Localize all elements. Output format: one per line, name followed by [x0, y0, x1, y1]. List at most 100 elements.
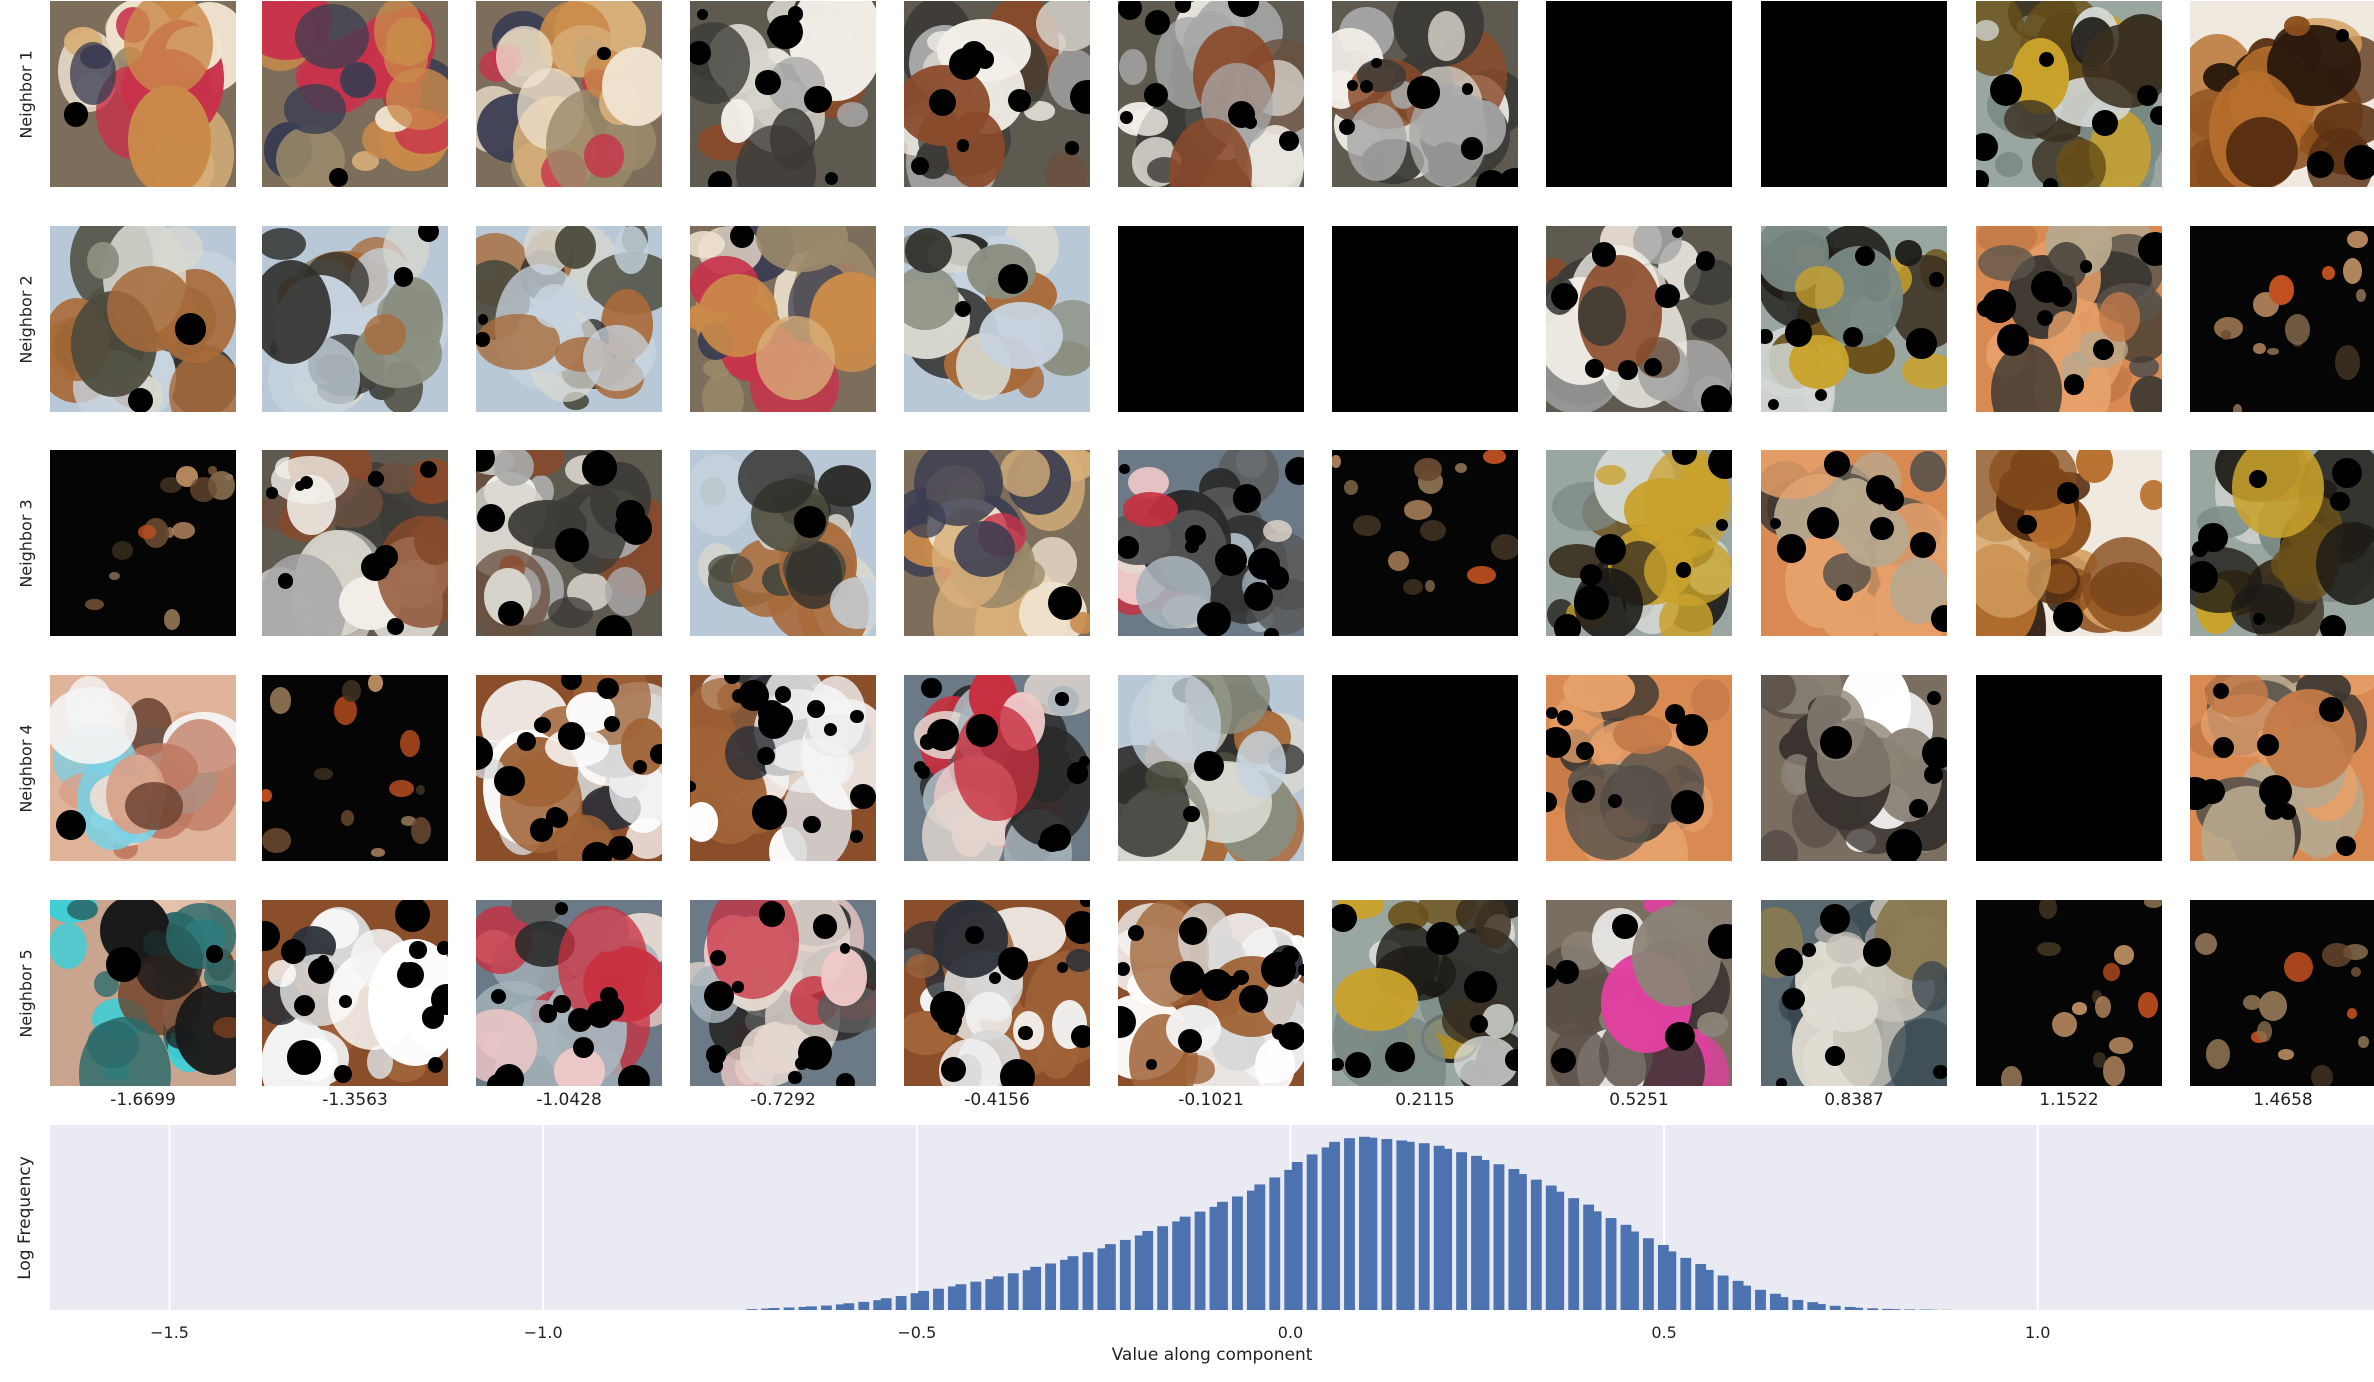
- histogram-bar: [1478, 1160, 1490, 1310]
- histogram-bar: [1471, 1155, 1482, 1310]
- neighbor-image: [690, 450, 876, 636]
- neighbor-image: [904, 226, 1090, 412]
- histogram-bar: [1030, 1266, 1042, 1310]
- neighbor-image: [1976, 226, 2162, 412]
- histogram-bar: [1829, 1305, 1841, 1310]
- histogram-bar: [1568, 1198, 1580, 1310]
- histogram-bar: [880, 1298, 892, 1310]
- neighbor-image: [1118, 450, 1304, 636]
- histogram-bar: [1777, 1297, 1789, 1310]
- column-value-label: -0.1021: [1178, 1090, 1244, 1110]
- histogram-bar: [1045, 1263, 1057, 1310]
- neighbor-image: [1546, 226, 1732, 412]
- neighbor-image: [1332, 450, 1518, 636]
- histogram-bar: [1605, 1218, 1617, 1310]
- neighbor-image: [50, 450, 236, 636]
- histogram-bar: [1119, 1239, 1131, 1310]
- column-value-label: -1.0428: [536, 1090, 602, 1110]
- histogram-bar: [1583, 1204, 1595, 1310]
- x-tick-label: 0.5: [1651, 1323, 1676, 1342]
- neighbor-image: [1332, 226, 1518, 412]
- histogram-bar: [1217, 1201, 1228, 1310]
- neighbor-image: [2190, 226, 2374, 412]
- histogram-bar: [746, 1309, 758, 1310]
- histogram-bar: [1254, 1184, 1266, 1310]
- column-value-label: 1.1522: [2039, 1090, 2099, 1110]
- histogram-bar: [1321, 1147, 1333, 1310]
- histogram-bar: [1620, 1224, 1632, 1310]
- histogram-bar: [1792, 1299, 1804, 1310]
- histogram-bar: [835, 1304, 847, 1310]
- histogram-bar: [1456, 1152, 1467, 1310]
- histogram-bar: [843, 1303, 855, 1310]
- histogram-bar: [1882, 1308, 1893, 1310]
- neighbor-image: [1332, 1, 1518, 187]
- neighbor-image: [262, 226, 448, 412]
- neighbor-image: [1332, 900, 1518, 1086]
- histogram-bar: [1814, 1304, 1826, 1310]
- neighbor-image: [1761, 226, 1947, 412]
- neighbor-image: [262, 1, 448, 187]
- neighbor-image: [262, 900, 448, 1086]
- x-tick-label: −0.5: [897, 1323, 936, 1342]
- neighbor-image: [904, 675, 1090, 861]
- neighbor-image: [1546, 900, 1732, 1086]
- x-tick-label: 0.0: [1278, 1323, 1303, 1342]
- column-value-label: -0.7292: [750, 1090, 816, 1110]
- histogram-bar: [1508, 1169, 1520, 1310]
- neighbor-image: [2190, 675, 2374, 861]
- column-value-label: 0.5251: [1609, 1090, 1669, 1110]
- neighbor-image: [1332, 675, 1518, 861]
- neighbor-image: [1118, 226, 1304, 412]
- neighbor-image: [1118, 900, 1304, 1086]
- histogram-bar: [1082, 1252, 1094, 1310]
- histogram-bar: [858, 1301, 870, 1310]
- y-axis-title: Log Frequency: [15, 1156, 35, 1280]
- neighbor-image: [904, 450, 1090, 636]
- neighbor-image: [690, 675, 876, 861]
- neighbor-image: [50, 675, 236, 861]
- neighbor-image: [2190, 450, 2374, 636]
- neighbor-image: [1761, 675, 1947, 861]
- histogram-bar: [1396, 1140, 1408, 1310]
- histogram-bar: [1246, 1190, 1258, 1310]
- histogram-bar: [1366, 1137, 1378, 1310]
- neighbor-image: [50, 900, 236, 1086]
- neighbor-image: [904, 900, 1090, 1086]
- neighbor-image: [1976, 450, 2162, 636]
- histogram-bar: [1493, 1164, 1505, 1310]
- histogram-bar: [1695, 1264, 1707, 1310]
- histogram-bar: [1889, 1309, 1901, 1310]
- histogram-bar: [1060, 1259, 1071, 1310]
- histogram-bar: [955, 1284, 967, 1310]
- histogram-bar: [1545, 1185, 1557, 1310]
- histogram-bar: [1807, 1302, 1819, 1310]
- histogram-bar: [1097, 1248, 1109, 1310]
- neighbor-image: [690, 1, 876, 187]
- neighbor-image: [1546, 675, 1732, 861]
- histogram-bar: [918, 1290, 929, 1310]
- histogram-bar: [1740, 1285, 1751, 1310]
- histogram-bar: [783, 1307, 795, 1310]
- histogram-bar: [1179, 1216, 1191, 1310]
- neighbor-image: [690, 900, 876, 1086]
- histogram-bar: [1142, 1230, 1154, 1310]
- neighbor-image: [1976, 1, 2162, 187]
- histogram-bar: [1209, 1206, 1221, 1310]
- histogram-bar: [1172, 1221, 1184, 1310]
- histogram-bar: [1702, 1269, 1714, 1310]
- neighbor-image: [476, 226, 662, 412]
- histogram-bar: [1007, 1273, 1019, 1310]
- neighbor-image: [1118, 675, 1304, 861]
- neighbor-image: [476, 450, 662, 636]
- histogram-bar: [970, 1281, 982, 1310]
- neighbor-image: [50, 226, 236, 412]
- histogram-bar: [1306, 1154, 1318, 1310]
- column-value-label: -0.4156: [964, 1090, 1030, 1110]
- histogram-bar: [1904, 1309, 1916, 1310]
- histogram-bar: [1665, 1251, 1677, 1310]
- column-value-label: 0.8387: [1824, 1090, 1884, 1110]
- histogram-bar: [806, 1306, 817, 1310]
- neighbor-image: [2190, 900, 2374, 1086]
